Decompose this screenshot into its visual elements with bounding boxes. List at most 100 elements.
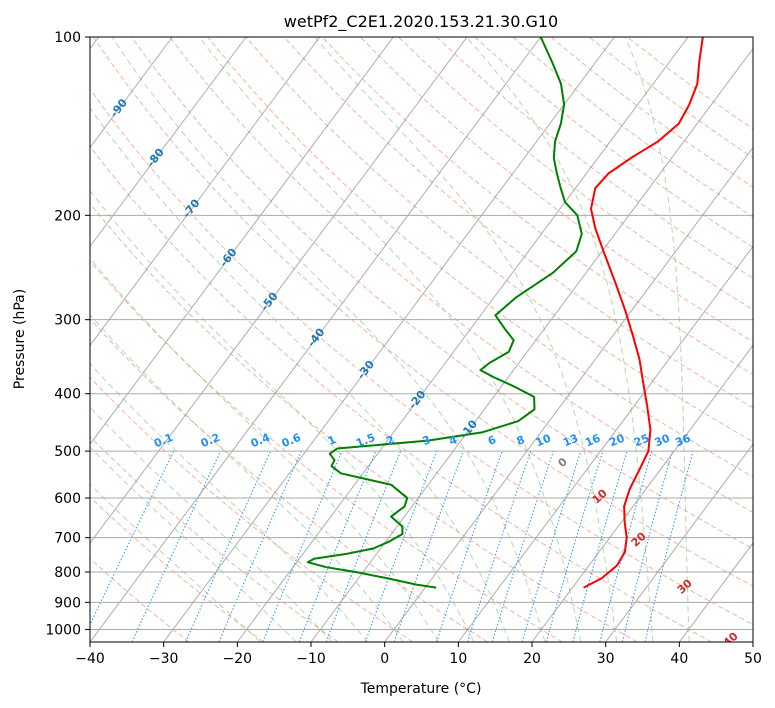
mixing-ratio-line <box>325 450 402 642</box>
dry-adiabat-line <box>360 37 753 343</box>
mixing-ratio-line <box>599 450 653 642</box>
y-tick-label: 300 <box>54 313 81 329</box>
dry-adiabat-line <box>550 37 753 188</box>
mixing-ratio-line <box>545 450 604 642</box>
x-axis-ticks: −40 −30 −20 −10 0 10 20 30 40 50 <box>75 642 762 667</box>
dry-adiabat-line <box>90 435 339 642</box>
moist-adiabat-line <box>90 257 439 642</box>
mixing-ratio-line <box>90 450 175 627</box>
dry-adiabats <box>90 37 753 642</box>
y-tick-label: 900 <box>54 595 81 611</box>
isotherm-label: -40 <box>305 325 328 349</box>
plot-frame <box>89 36 754 643</box>
moist-adiabat-line <box>90 363 369 642</box>
mixing-ratio-line <box>262 450 343 642</box>
moist-adiabat-line <box>624 37 690 642</box>
moist-adiabat-line <box>90 483 261 642</box>
mixing-ratio-line <box>298 450 377 642</box>
isotherm-label: -80 <box>144 146 167 170</box>
mixing-ratio-line <box>572 450 628 642</box>
isotherm-line <box>90 37 173 149</box>
y-tick-label: 700 <box>54 531 81 547</box>
moist-adiabat-label: 0 <box>556 455 570 470</box>
mixing-ratio-line <box>185 450 272 642</box>
isotherm-line <box>310 47 753 642</box>
plot-area: -100-90-80-70-60-50-40-30-20-100.1 0.2 0.4… <box>58 37 753 649</box>
mixing-ratio-label: 30 <box>653 432 672 450</box>
isotherm-lines <box>90 37 753 642</box>
mixing-ratio-label: 6 <box>486 433 498 448</box>
isotherm-line <box>531 344 753 642</box>
x-axis-label: Temperature (°C) <box>360 681 482 697</box>
isotherm-line <box>752 641 753 642</box>
isotherm-label: -50 <box>258 290 281 314</box>
moist-adiabat-line <box>90 189 475 642</box>
dry-adiabat-line <box>436 37 753 279</box>
x-tick-label: −10 <box>296 651 326 667</box>
dewpoint-profile <box>306 37 583 589</box>
mixing-ratio-label: 36 <box>673 432 692 450</box>
isotherm-label: -20 <box>406 388 429 412</box>
x-tick-label: 40 <box>670 651 688 667</box>
mixing-ratio-label: 16 <box>583 432 602 450</box>
dry-adiabat-line <box>512 37 753 218</box>
pressure-gridlines <box>90 37 753 630</box>
isotherm-line <box>90 37 394 446</box>
isotherm-line <box>384 146 753 642</box>
moist-adiabat-line <box>90 446 297 642</box>
mixing-ratio-line <box>131 450 222 642</box>
mixing-ratio-label: 25 <box>632 432 651 450</box>
line-labels: -100-90-80-70-60-50-40-30-20-100.1 0.2 0.4… <box>58 58 741 649</box>
mixing-ratio-label: 20 <box>607 432 626 450</box>
y-tick-label: 600 <box>54 491 81 507</box>
mixing-ratio-label: 0.4 <box>249 431 272 450</box>
y-axis-label: Pressure (hPa) <box>12 289 28 389</box>
dry-adiabat-line <box>245 37 753 443</box>
isotherm-line <box>163 37 615 642</box>
mixing-ratio-line <box>364 450 438 642</box>
mixing-ratio-line <box>435 450 503 642</box>
y-tick-label: 200 <box>54 208 81 224</box>
mixing-ratio-line <box>218 450 302 642</box>
mixing-ratio-line <box>466 450 532 642</box>
moist-adiabat-line <box>90 107 510 642</box>
dry-adiabat-line <box>90 260 563 642</box>
y-tick-label: 1000 <box>45 622 81 638</box>
temperature-profile <box>583 37 704 589</box>
dry-adiabat-line <box>90 557 190 642</box>
mixing-ratio-label: 0.2 <box>199 431 222 450</box>
dry-adiabat-line <box>90 376 414 642</box>
mixing-ratio-line <box>491 450 555 642</box>
dry-adiabat-label: 40 <box>721 629 741 649</box>
mixing-ratio-label: 3 <box>421 433 433 448</box>
moist-adiabat-line <box>198 37 582 642</box>
x-tick-label: −40 <box>75 651 105 667</box>
isotherm-line <box>457 245 753 642</box>
isotherm-label: -10 <box>458 417 481 441</box>
x-tick-label: 30 <box>597 651 615 667</box>
isotherm-label: -30 <box>355 358 378 382</box>
x-tick-label: 0 <box>380 651 389 667</box>
y-tick-label: 400 <box>54 387 81 403</box>
dry-adiabat-line <box>90 318 488 642</box>
moist-adiabat-line <box>90 313 404 642</box>
x-tick-label: −20 <box>223 651 253 667</box>
dry-adiabat-line <box>398 37 753 311</box>
dry-adiabat-line <box>90 88 753 626</box>
isotherm-line <box>236 37 689 642</box>
mixing-ratio-line <box>393 450 464 642</box>
mixing-ratio-label: 2 <box>384 433 396 448</box>
chart-title: wetPf2_C2E1.2020.153.21.30.G10 <box>284 12 558 32</box>
sounding-series <box>306 37 704 589</box>
mixing-ratio-lines <box>90 450 694 642</box>
x-tick-label: 50 <box>744 651 762 667</box>
mixing-ratio-label: 1.5 <box>354 431 377 450</box>
mixing-ratio-label: 8 <box>515 433 527 448</box>
moist-adiabat-line <box>90 406 333 642</box>
isotherm-line <box>90 37 321 347</box>
x-tick-label: −30 <box>149 651 179 667</box>
isotherm-label: -100 <box>58 58 85 88</box>
dry-adiabat-line <box>131 37 753 550</box>
mixing-ratio-line <box>621 450 673 642</box>
